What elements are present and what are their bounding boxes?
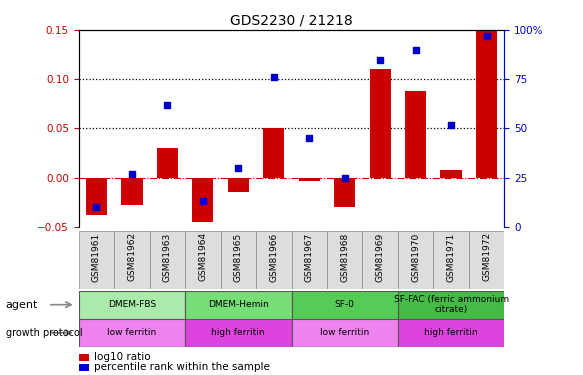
Text: high ferritin: high ferritin <box>212 328 265 338</box>
Bar <box>292 231 327 289</box>
Text: low ferritin: low ferritin <box>107 328 156 338</box>
Text: low ferritin: low ferritin <box>320 328 369 338</box>
Bar <box>185 231 220 289</box>
Bar <box>79 319 185 347</box>
Point <box>482 33 491 39</box>
Text: GSM81969: GSM81969 <box>375 232 385 282</box>
Text: GSM81961: GSM81961 <box>92 232 101 282</box>
Point <box>447 122 456 128</box>
Bar <box>192 178 213 222</box>
Bar <box>79 291 185 319</box>
Text: percentile rank within the sample: percentile rank within the sample <box>94 363 269 372</box>
Point <box>304 135 314 141</box>
Text: GSM81965: GSM81965 <box>234 232 243 282</box>
Bar <box>114 231 150 289</box>
Text: GSM81970: GSM81970 <box>411 232 420 282</box>
Point <box>411 47 420 53</box>
Point <box>127 171 136 177</box>
Point <box>234 165 243 171</box>
Point <box>163 102 172 108</box>
Text: log10 ratio: log10 ratio <box>94 352 150 362</box>
Bar <box>476 30 497 178</box>
Bar <box>298 178 320 181</box>
Bar <box>185 319 292 347</box>
Text: GSM81971: GSM81971 <box>447 232 455 282</box>
Bar <box>327 231 363 289</box>
Bar <box>334 178 356 207</box>
Text: GSM81966: GSM81966 <box>269 232 278 282</box>
Text: agent: agent <box>6 300 38 310</box>
Bar <box>220 231 256 289</box>
Bar <box>469 231 504 289</box>
Bar <box>433 231 469 289</box>
Point <box>198 198 208 204</box>
Point <box>340 175 349 181</box>
Point <box>92 204 101 210</box>
Bar <box>157 148 178 178</box>
Point <box>269 74 279 80</box>
Text: GSM81968: GSM81968 <box>340 232 349 282</box>
Bar <box>227 178 249 192</box>
Bar <box>441 170 462 178</box>
Text: GSM81967: GSM81967 <box>305 232 314 282</box>
Bar <box>150 231 185 289</box>
Bar <box>398 319 504 347</box>
Bar <box>263 128 285 178</box>
Text: growth protocol: growth protocol <box>6 328 82 338</box>
Bar <box>79 231 114 289</box>
Bar <box>292 319 398 347</box>
Text: GSM81962: GSM81962 <box>128 232 136 282</box>
Bar <box>79 354 89 361</box>
Text: SF-0: SF-0 <box>335 300 354 309</box>
Bar <box>398 231 433 289</box>
Bar <box>79 364 89 371</box>
Text: GSM81972: GSM81972 <box>482 232 491 282</box>
Text: DMEM-FBS: DMEM-FBS <box>108 300 156 309</box>
Bar <box>363 231 398 289</box>
Bar <box>185 291 292 319</box>
Text: high ferritin: high ferritin <box>424 328 478 338</box>
Text: SF-FAC (ferric ammonium
citrate): SF-FAC (ferric ammonium citrate) <box>394 295 508 314</box>
Bar <box>292 291 398 319</box>
Bar <box>370 69 391 178</box>
Bar <box>398 291 504 319</box>
Bar <box>256 231 292 289</box>
Bar <box>86 178 107 215</box>
Text: GSM81963: GSM81963 <box>163 232 172 282</box>
Bar <box>405 91 426 178</box>
Text: DMEM-Hemin: DMEM-Hemin <box>208 300 269 309</box>
Text: GDS2230 / 21218: GDS2230 / 21218 <box>230 13 353 27</box>
Bar <box>121 178 142 205</box>
Text: GSM81964: GSM81964 <box>198 232 208 282</box>
Point <box>375 57 385 63</box>
